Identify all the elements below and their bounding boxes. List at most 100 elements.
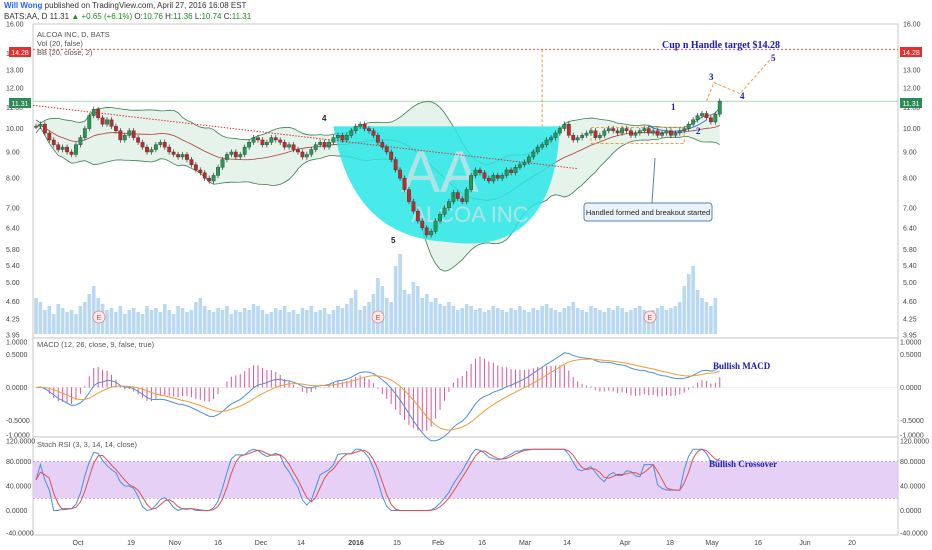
volume-bar-137 <box>642 310 647 334</box>
volume-bar-99 <box>473 310 478 334</box>
price-tick-right-2: 13.00 <box>903 68 921 75</box>
candle-body-14 <box>96 109 101 118</box>
target-annotation: Cup n Handle target $14.28 <box>662 40 780 51</box>
stoch-tick-right-4: -40.0000 <box>900 531 928 538</box>
volume-bar-66 <box>327 314 331 334</box>
candle-body-77 <box>375 135 380 143</box>
macd-signal-line <box>35 358 720 431</box>
volume-bar-148 <box>691 266 695 334</box>
price-tick-left-7: 8.00 <box>6 176 20 183</box>
macd-series <box>33 352 898 442</box>
earnings-marker-2[interactable]: E <box>371 310 385 324</box>
volume-bar-141 <box>660 306 664 334</box>
time-tick-8: Feb <box>432 540 444 547</box>
symbol-label: BATS:AA, D <box>4 12 48 21</box>
candle-body-18 <box>114 126 118 131</box>
price-tick-left-5: 10.00 <box>6 126 24 133</box>
candle-body-3 <box>47 132 52 141</box>
candle-body-125 <box>589 130 593 134</box>
stoch-d-line <box>35 448 720 511</box>
volume-bar-21 <box>127 310 132 334</box>
last-price-right-text: 11.31 <box>903 101 920 108</box>
volume-bar-130 <box>611 310 615 334</box>
volume-bar-145 <box>678 302 682 334</box>
close-value: 11.31 <box>231 12 252 21</box>
volume-bar-74 <box>362 306 367 334</box>
wave-label-4: 4 <box>740 91 745 101</box>
candle-body-118 <box>558 128 562 134</box>
candle-body-49 <box>251 137 256 143</box>
volume-bar-71 <box>349 298 354 334</box>
candle-body-16 <box>105 119 109 125</box>
volume-bar-128 <box>602 312 607 334</box>
candle-body-32 <box>176 154 180 158</box>
volume-bar-136 <box>638 306 642 334</box>
volume-bar-5 <box>56 304 60 334</box>
last-price-tag-right: 11.31 <box>900 98 922 108</box>
candle-body-85 <box>411 201 416 212</box>
volume-bar-108 <box>513 310 518 334</box>
candle-body-133 <box>624 128 629 131</box>
volume-bar-89 <box>429 302 433 334</box>
volume-bar-46 <box>238 312 243 334</box>
candle-body-51 <box>260 139 265 145</box>
price-tick-right-13: 4.60 <box>903 299 917 306</box>
candle-body-12 <box>87 115 92 129</box>
candle-body-67 <box>331 137 336 143</box>
time-tick-10: Mar <box>519 540 532 547</box>
volume-bar-131 <box>615 306 620 334</box>
time-tick-0: Oct <box>73 540 84 547</box>
candle-body-7 <box>65 146 69 153</box>
candle-body-27 <box>153 144 158 150</box>
candle-body-135 <box>633 132 638 136</box>
volume-bar-117 <box>553 310 558 334</box>
volume-bar-122 <box>575 308 580 334</box>
stoch-annotation: Bullish Crossover <box>709 459 777 469</box>
volume-bar-125 <box>589 306 593 334</box>
volume-bar-150 <box>700 298 704 334</box>
candle-body-10 <box>78 137 83 145</box>
time-tick-16: Jun <box>799 540 810 547</box>
callout-text: Handled formed and breakout started <box>586 208 710 217</box>
candle-body-2 <box>42 123 47 134</box>
time-tick-5: 14 <box>297 540 305 547</box>
price-tick-right-4: 11.00 <box>903 105 920 112</box>
candle-body-26 <box>149 149 154 153</box>
earnings-marker-1[interactable]: E <box>92 310 106 324</box>
stoch-tick-left-0: 120.0000 <box>6 439 35 446</box>
candle-body-119 <box>562 123 567 129</box>
author-link[interactable]: Will Wong <box>4 1 43 10</box>
bb-indicator-label: BB (20, close, 2) <box>37 48 93 57</box>
volume-bar-87 <box>420 298 425 334</box>
volume-bar-96 <box>460 308 465 334</box>
macd-tick-left-1: 0.5000 <box>6 352 28 359</box>
time-tick-7: 15 <box>393 540 401 547</box>
volume-bar-8 <box>69 310 74 334</box>
volume-bar-20 <box>123 314 127 334</box>
price-tick-right-8: 7.00 <box>903 205 917 212</box>
price-tick-left-11: 5.40 <box>6 263 20 270</box>
candle-body-87 <box>420 220 425 229</box>
candle-body-66 <box>327 142 331 148</box>
volume-bar-91 <box>438 304 442 334</box>
candle-body-69 <box>340 135 345 141</box>
candle-body-96 <box>460 198 465 202</box>
volume-bar-143 <box>669 308 673 334</box>
candle-body-123 <box>580 135 585 138</box>
price-tick-left-14: 4.25 <box>6 316 20 323</box>
candle-body-102 <box>486 177 491 182</box>
earnings-marker-3[interactable]: E <box>643 310 657 324</box>
stoch-tick-left-1: 80.0000 <box>6 459 31 466</box>
target-price-tag-right: 14.28 <box>900 47 922 57</box>
earnings-marker-3-text: E <box>648 315 653 322</box>
candle-body-82 <box>398 169 402 179</box>
volume-bar-12 <box>87 294 92 334</box>
volume-bar-7 <box>65 312 69 334</box>
volume-bar-83 <box>402 290 407 334</box>
candle-body-57 <box>287 144 291 148</box>
candle-body-145 <box>677 130 682 134</box>
volume-bar-153 <box>713 298 718 334</box>
stoch-series <box>33 448 898 512</box>
volume-bar-53 <box>269 312 274 334</box>
